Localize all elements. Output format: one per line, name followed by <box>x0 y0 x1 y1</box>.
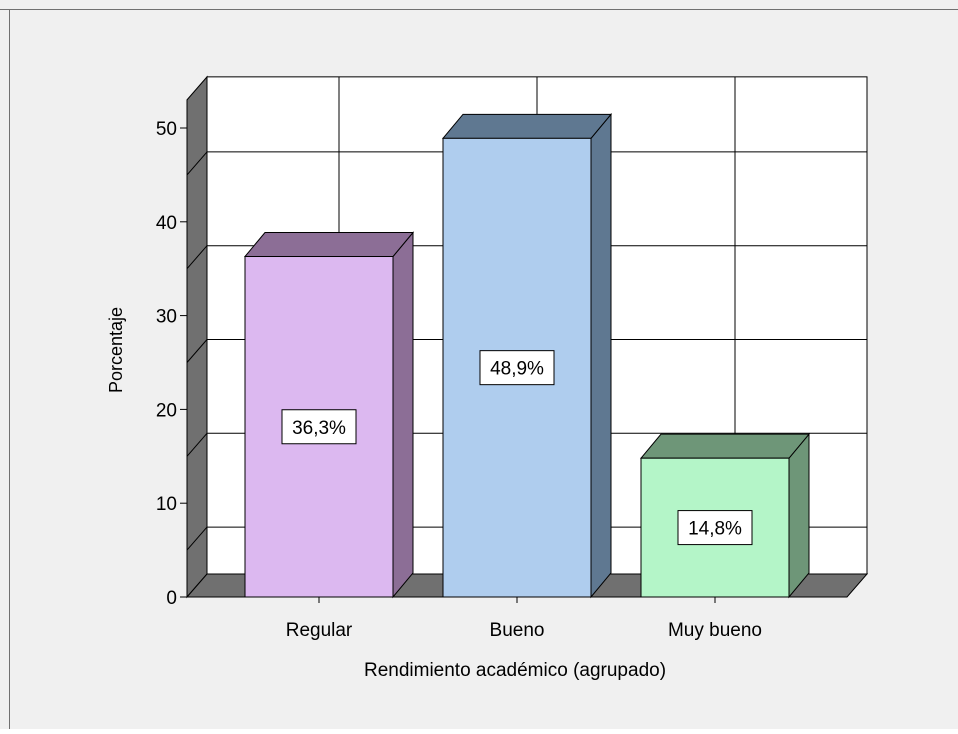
bar-regular: 36,3% <box>243 231 415 599</box>
x-tick-label: Muy bueno <box>668 620 762 641</box>
data-label: 36,3% <box>292 418 346 439</box>
bar-top <box>441 113 613 139</box>
data-label-box <box>281 409 357 445</box>
y-tick-label: 0 <box>166 588 177 609</box>
bar-side <box>392 231 414 599</box>
gridline-side <box>186 245 208 270</box>
bar-top <box>639 433 811 459</box>
y-tick-label: 50 <box>156 119 177 140</box>
data-label: 14,8% <box>688 519 742 540</box>
x-tick-label: Regular <box>286 620 353 641</box>
bar-side <box>590 112 612 599</box>
y-axis-label: Porcentaje <box>106 307 126 393</box>
data-label-box <box>479 350 555 386</box>
x-tick-label: Bueno <box>490 620 545 641</box>
y-tick-label: 10 <box>156 494 177 515</box>
gridline-side <box>186 151 208 176</box>
gridline-side <box>186 526 208 551</box>
gridline-side <box>186 339 208 363</box>
bar-muy-bueno: 14,8% <box>639 432 811 599</box>
data-label-box <box>677 510 753 546</box>
data-label: 48,9% <box>490 359 544 380</box>
bar-top <box>243 232 415 258</box>
x-axis-label: Rendimiento académico (agrupado) <box>364 660 666 681</box>
bar-bueno: 48,9% <box>441 112 613 599</box>
y-tick-label: 40 <box>156 213 177 234</box>
y-tick-label: 20 <box>156 400 177 421</box>
gridline-side <box>186 432 208 457</box>
bar-side <box>788 432 810 599</box>
y-tick-label: 30 <box>156 307 177 328</box>
